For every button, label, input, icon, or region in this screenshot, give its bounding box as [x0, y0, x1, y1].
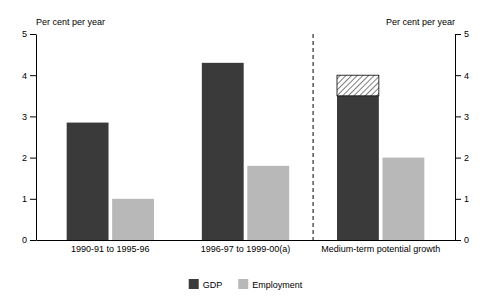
y-axis-title: Per cent per year [36, 17, 105, 27]
y-axis-tick: 0 [22, 235, 36, 245]
y2-axis-tick-label: 4 [464, 71, 469, 81]
y-axis-tick-label: 4 [22, 71, 27, 81]
y-axis-tick: 3 [22, 112, 36, 122]
x-axis: 1990-91 to 1995-96 1996-97 to 1999-00(a) M… [37, 241, 456, 255]
y2-axis-tick-label: 1 [464, 194, 469, 204]
bar-segment [67, 122, 109, 123]
y2-axis-tick: 5 [455, 29, 469, 39]
bars [67, 63, 425, 240]
separator [313, 34, 314, 240]
y-axis-tick-mark [30, 158, 36, 159]
bar [382, 158, 424, 240]
bar [112, 199, 154, 240]
x-axis-tick: 1996-97 to 1999-00(a) [201, 244, 291, 254]
legend: GDP Employment [189, 279, 303, 290]
y-axis-tick-label: 3 [22, 112, 27, 122]
y-axis-tick-mark [30, 116, 36, 117]
y2-axis-tick-label: 0 [464, 235, 469, 245]
y2-axis-tick-mark [455, 34, 461, 35]
y2-axis-title: Per cent per year [386, 17, 455, 27]
y2-axis-line [455, 35, 456, 241]
legend-swatch [189, 279, 199, 289]
y-axis-tick-label: 5 [22, 29, 27, 39]
y-axis-tick-label: 2 [22, 153, 27, 163]
y-axis-tick: 4 [22, 71, 36, 81]
y2-axis-tick-mark [455, 158, 461, 159]
y2-axis-tick-label: 5 [464, 29, 469, 39]
x-axis-line [37, 240, 456, 241]
y2-axis-tick-mark [455, 116, 461, 117]
bar [67, 123, 109, 240]
y2-axis-tick: 1 [455, 194, 469, 204]
y2-axis-tick: 3 [455, 112, 469, 122]
legend-item: GDP [189, 279, 223, 290]
bar [202, 63, 244, 240]
y-axis-tick-mark [30, 199, 36, 200]
y-axis-tick: 5 [22, 29, 36, 39]
y-axis-line [36, 35, 37, 241]
bar-segment [202, 62, 244, 63]
y2-axis-tick-label: 3 [464, 112, 469, 122]
legend-swatch [238, 279, 248, 289]
y-axis-tick-mark [30, 240, 36, 241]
bar-segment [337, 75, 379, 96]
y-axis-tick-mark [30, 75, 36, 76]
y2-axis-tick-mark [455, 199, 461, 200]
x-axis-tick: Medium-term potential growth [321, 244, 440, 254]
y-axis-tick: 1 [22, 194, 36, 204]
x-axis-tick-label: Medium-term potential growth [321, 244, 440, 254]
legend-label: GDP [203, 280, 223, 290]
y-axis-tick-label: 0 [22, 235, 27, 245]
y2-axis-tick-mark [455, 240, 461, 241]
y2-axis-tick: 4 [455, 71, 469, 81]
y2-axis-tick: 2 [455, 153, 469, 163]
x-axis-tick-label: 1996-97 to 1999-00(a) [201, 244, 291, 254]
legend-item: Employment [238, 279, 303, 290]
bar [337, 96, 379, 240]
y2-axis: 0 1 2 3 4 5 [455, 29, 469, 245]
y-axis: 0 1 2 3 4 5 [22, 29, 37, 245]
y-axis-tick-mark [30, 34, 36, 35]
x-axis-tick-label: 1990-91 to 1995-96 [71, 244, 150, 254]
y-axis-tick: 2 [22, 153, 36, 163]
y2-axis-tick-label: 2 [464, 153, 469, 163]
y2-axis-tick: 0 [455, 235, 469, 245]
x-axis-tick: 1990-91 to 1995-96 [71, 244, 150, 254]
bar [247, 166, 289, 240]
plot: 0 1 2 3 4 5 0 1 2 3 4 5 1990-91 to 1995-96 1996-97 to… [22, 17, 469, 254]
y-axis-tick-label: 1 [22, 194, 27, 204]
legend-label: Employment [252, 280, 303, 290]
chart: 0 1 2 3 4 5 0 1 2 3 4 5 1990-91 to 1995-96 1996-97 to… [0, 0, 491, 302]
y2-axis-tick-mark [455, 75, 461, 76]
